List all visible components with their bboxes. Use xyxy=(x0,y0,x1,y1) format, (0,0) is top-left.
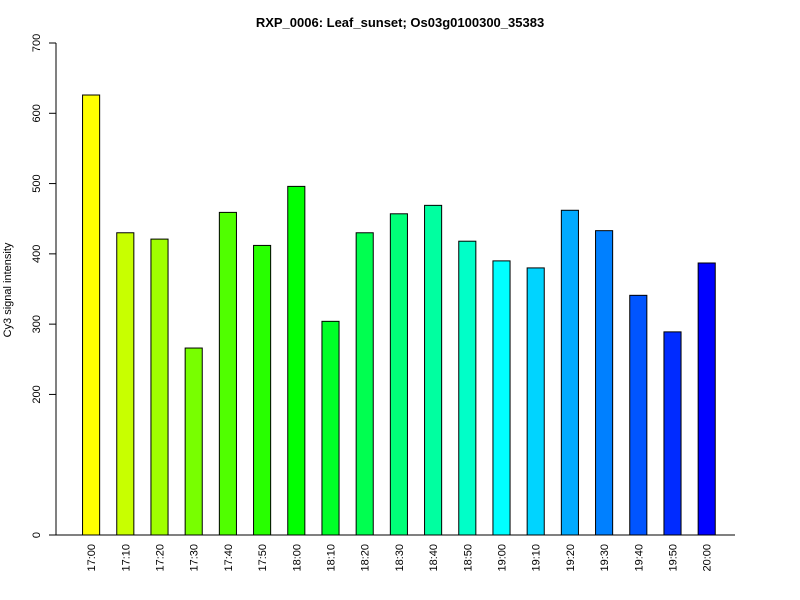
bar xyxy=(321,320,340,536)
y-tick-label: 0 xyxy=(31,532,43,538)
y-tick-label: 600 xyxy=(31,104,43,122)
x-tick-label: 18:30 xyxy=(394,544,406,572)
x-tick-label: 18:20 xyxy=(360,544,372,572)
x-tick-label: 17:20 xyxy=(155,544,167,572)
x-axis: 17:00 17:10 17:20 17:30 17:40 17:50 18:00 18:10… xyxy=(56,534,735,572)
x-tick-label: 18:50 xyxy=(462,544,474,572)
x-tick-label: 17:40 xyxy=(223,544,235,572)
bar xyxy=(424,204,443,536)
bar xyxy=(629,294,648,536)
bar xyxy=(218,211,237,536)
bar xyxy=(663,331,682,536)
y-tick-label: 300 xyxy=(31,315,43,333)
bar xyxy=(82,94,101,536)
bar xyxy=(560,209,579,536)
bar xyxy=(253,244,272,536)
x-tick-label: 18:40 xyxy=(428,544,440,572)
y-axis: 0 200 300 400 500 600 700 xyxy=(31,34,57,538)
bar xyxy=(355,232,374,536)
x-tick-label: 17:10 xyxy=(120,544,132,572)
bar xyxy=(287,185,306,536)
bars xyxy=(82,94,716,536)
y-axis-label: Cy3 signal intensity xyxy=(2,242,14,337)
x-tick-label: 18:10 xyxy=(326,544,338,572)
x-tick-label: 19:10 xyxy=(531,544,543,572)
x-tick-label: 17:00 xyxy=(86,544,98,572)
x-tick-label: 17:50 xyxy=(257,544,269,572)
y-tick-label: 400 xyxy=(31,245,43,263)
bar xyxy=(458,240,477,536)
x-tick-label: 19:50 xyxy=(668,544,680,572)
x-tick-label: 19:30 xyxy=(599,544,611,572)
bar xyxy=(697,262,716,536)
x-tick-label: 19:40 xyxy=(633,544,645,572)
x-tick-label: 19:00 xyxy=(497,544,509,572)
bar xyxy=(595,230,614,536)
chart-title: RXP_0006: Leaf_sunset; Os03g0100300_3538… xyxy=(256,15,544,30)
bar xyxy=(184,347,203,536)
y-tick-label: 500 xyxy=(31,174,43,192)
x-tick-label: 19:20 xyxy=(565,544,577,572)
bar xyxy=(492,260,511,536)
y-tick-label: 700 xyxy=(31,34,43,52)
x-tick-label: 20:00 xyxy=(702,544,714,572)
bar xyxy=(389,213,408,536)
bar xyxy=(116,232,135,536)
bar xyxy=(526,267,545,536)
x-tick-label: 18:00 xyxy=(291,544,303,572)
y-tick-label: 200 xyxy=(31,385,43,403)
x-tick-label: 17:30 xyxy=(189,544,201,572)
bar xyxy=(150,238,169,536)
